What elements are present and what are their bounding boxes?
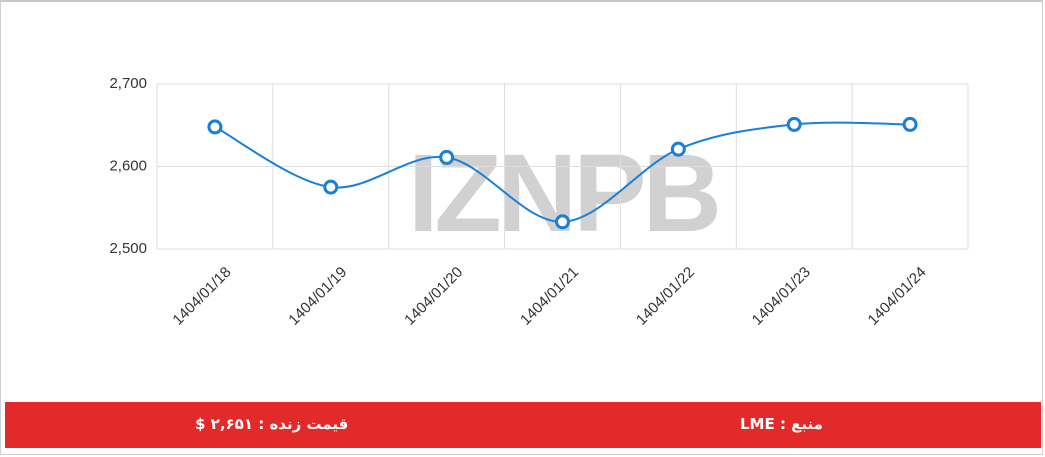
- x-tick-label: 1404/01/20: [401, 264, 466, 329]
- x-tick-label: 1404/01/23: [749, 264, 814, 329]
- y-tick-label: 2,600: [109, 157, 147, 174]
- footer-bar: قیمت زنده : ۲,۶۵۱ $ منبع : LME: [5, 402, 1041, 448]
- point: [439, 149, 455, 165]
- y-tick-label: 2,700: [109, 75, 147, 92]
- y-tick-label: 2,500: [109, 240, 147, 257]
- point: [207, 119, 223, 135]
- source: منبع : LME: [740, 415, 823, 433]
- point: [555, 214, 570, 230]
- x-tick-label: 1404/01/19: [285, 264, 350, 329]
- live-price: قیمت زنده : ۲,۶۵۱ $: [195, 415, 349, 433]
- x-tick-label: 1404/01/18: [169, 264, 234, 329]
- point: [323, 179, 339, 195]
- x-tick-label: 1404/01/22: [633, 264, 698, 329]
- x-tick-label: 1404/01/24: [865, 264, 930, 329]
- point: [786, 116, 802, 132]
- point: [670, 141, 686, 157]
- point: [902, 116, 918, 132]
- x-tick-label: 1404/01/21: [517, 264, 582, 329]
